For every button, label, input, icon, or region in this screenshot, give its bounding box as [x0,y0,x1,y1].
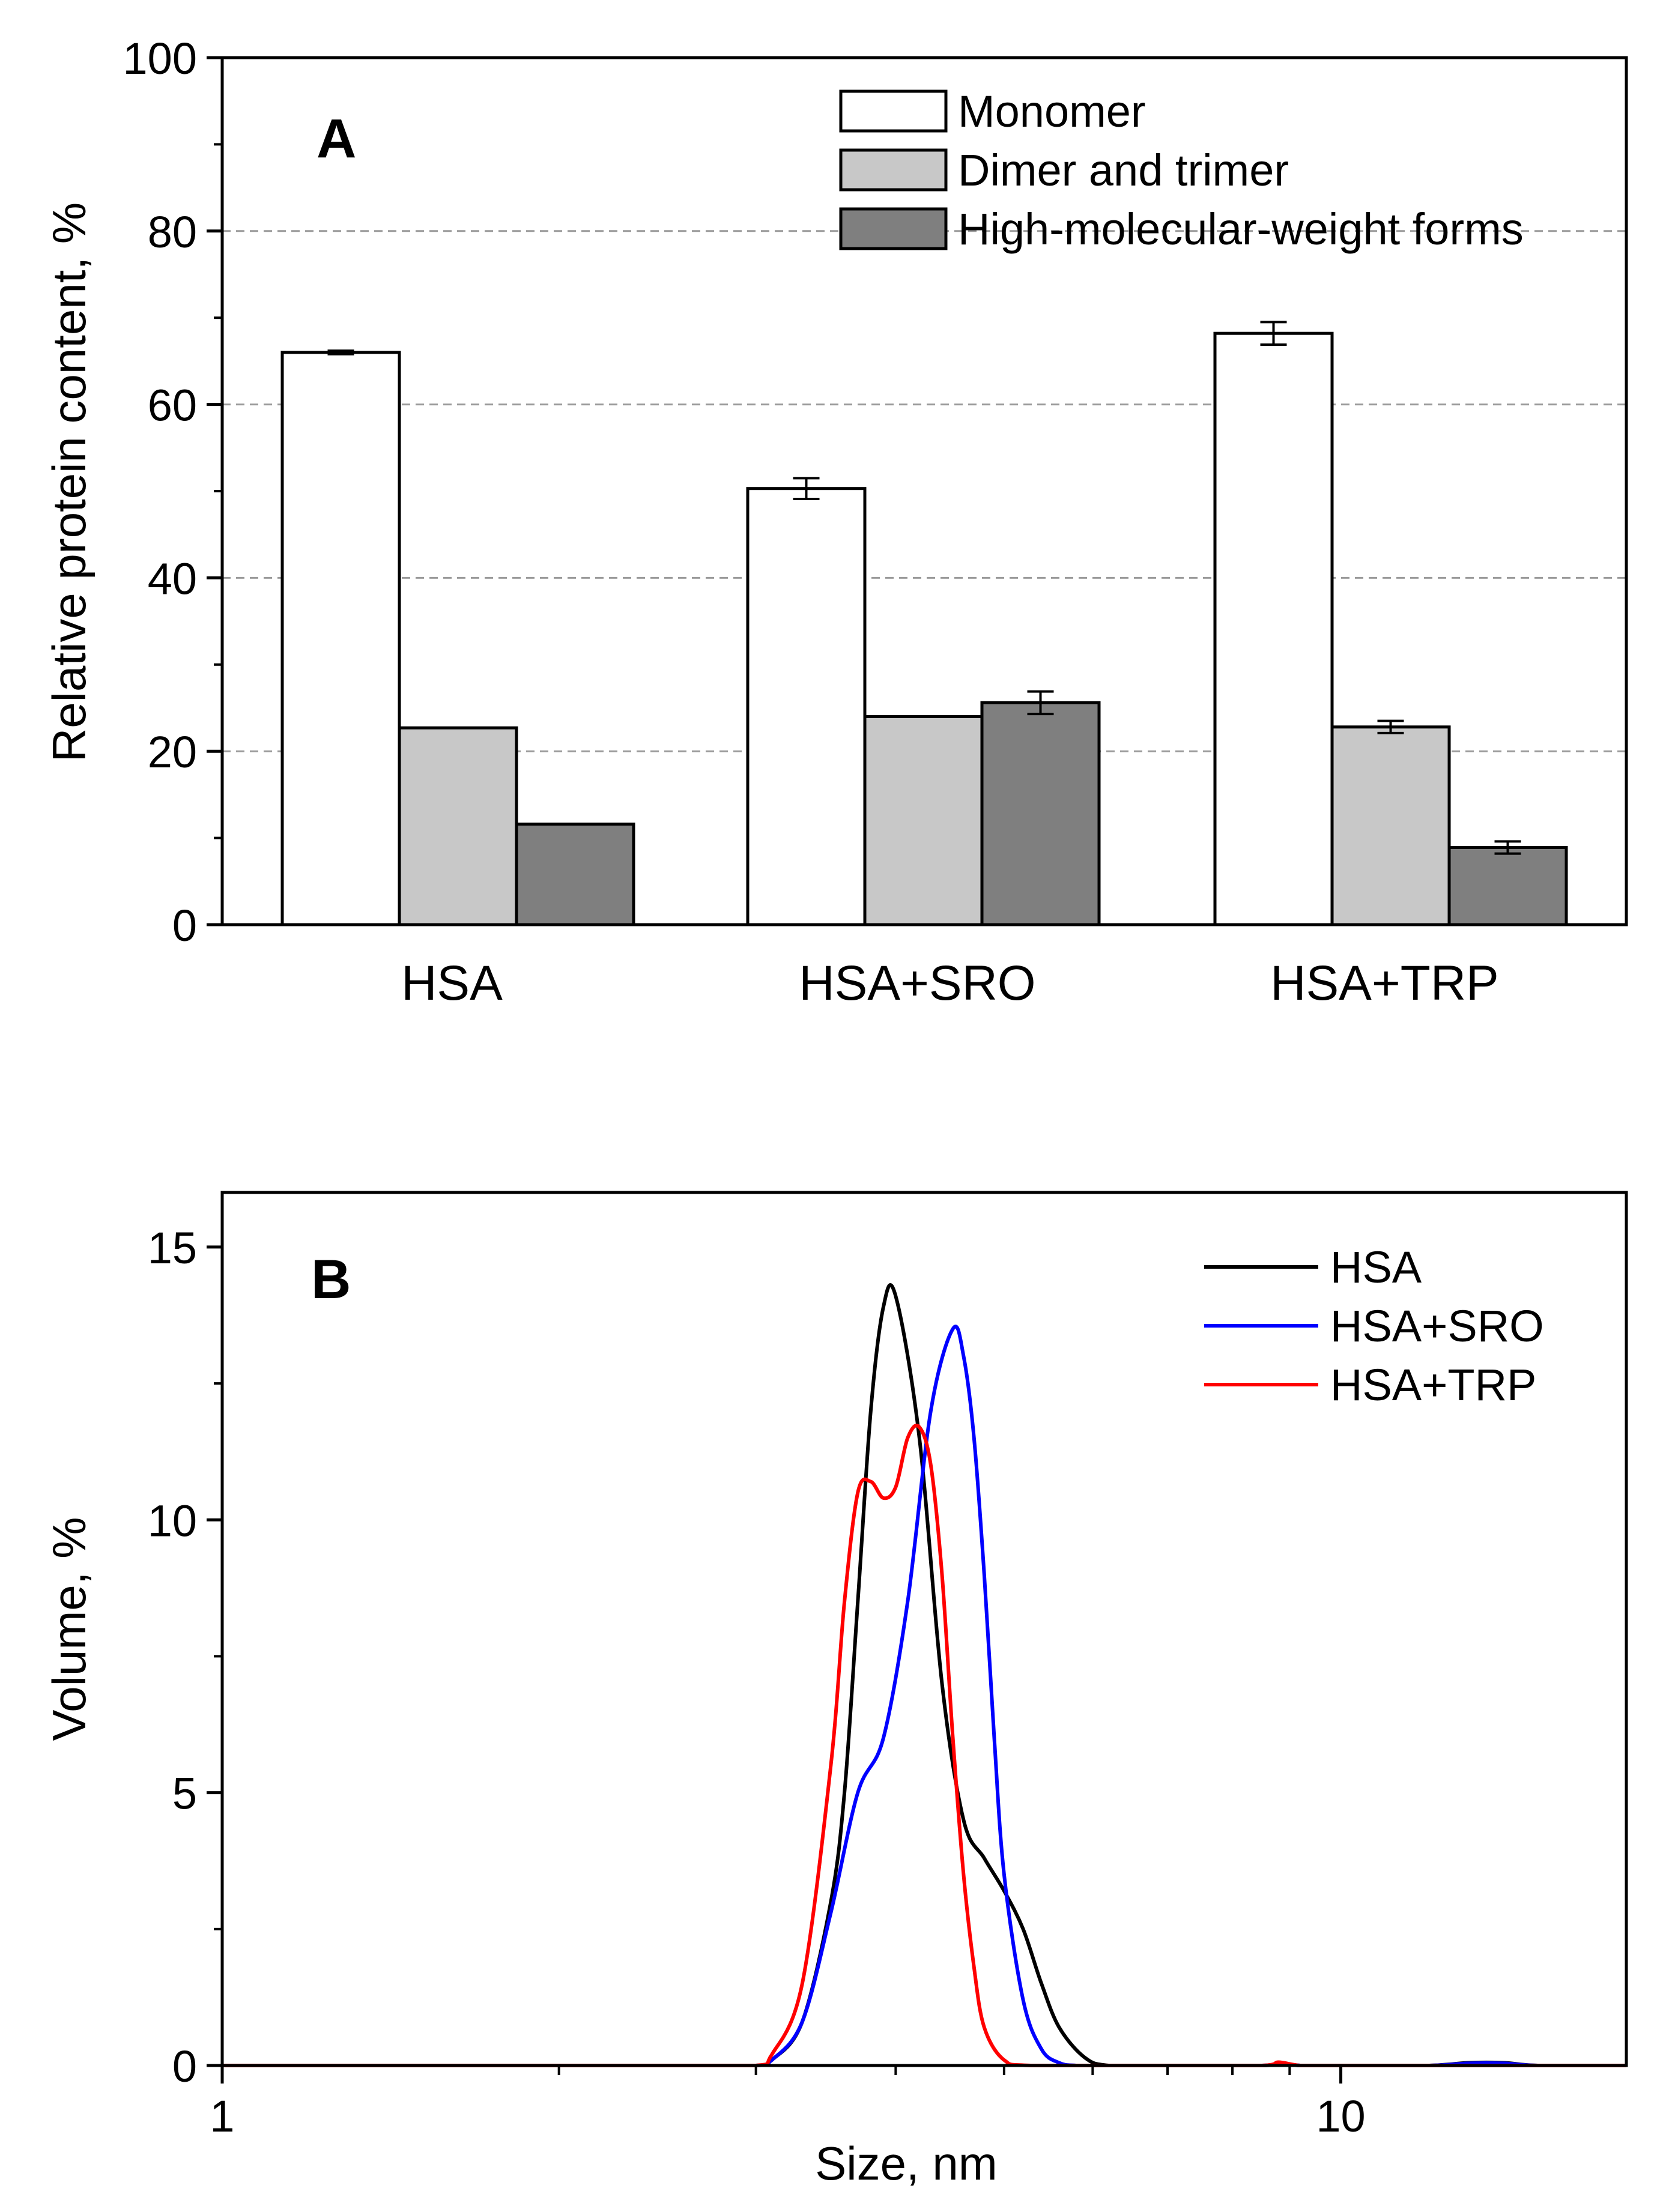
panel-b: 0 5 10 15 1 10 B Volume, % Size, nm HSA HSA+SR… [43,1191,1628,2190]
error-bar-hsa-sro-high-molecular-weight-forms [1027,690,1054,716]
a-ytick-label-0: 0 [172,901,197,950]
a-ytick-label-100: 100 [123,34,197,83]
a-category-label-hsa-sro: HSA+SRO [799,956,1035,1011]
error-bar-hsa-trp-dimer-and-trimer [1377,719,1404,734]
error-bar-hsa-trp-high-molecular-weight-forms [1494,840,1521,855]
bar-hsa-monomer [280,351,401,926]
b-plot-frame [220,1191,1628,2067]
bar-hsa-sro-dimer-and-trimer [863,715,984,926]
bar-hsa-high-molecular-weight-forms [515,822,635,926]
b-legend-label-hsa: HSA [1330,1242,1422,1292]
bar-hsa-sro-high-molecular-weight-forms [980,701,1101,926]
a-ytick-label-60: 60 [148,381,197,431]
a-gridlines [222,230,1626,752]
a-ytick-label-80: 80 [148,207,197,257]
a-bars [280,321,1568,926]
bar-hsa-dimer-and-trimer [398,726,518,926]
a-legend-swatch-monomer [839,89,948,133]
b-ytick-label-5: 5 [172,1769,197,1819]
b-ytick-label-15: 15 [148,1223,197,1273]
b-axis-ticks: 0 5 10 15 1 10 [148,1223,1366,2141]
a-legend-swatch-high-molecular-weight-forms [839,207,948,250]
b-x-axis-label: Size, nm [815,2137,997,2190]
b-ytick-label-0: 0 [172,2041,197,2091]
panel-a-label: A [317,108,356,169]
a-legend-label-dimer-and-trimer: Dimer and trimer [958,145,1289,195]
a-axis-ticks: 0 20 40 60 80 100 HSA HSA+SRO HSA+TRP [123,34,1499,1011]
error-bar-hsa-sro-monomer [793,477,820,500]
b-legend-label-hsa-trp: HSA+TRP [1330,1360,1536,1410]
a-legend-label-monomer: Monomer [958,86,1146,136]
b-y-axis-label: Volume, % [43,1517,95,1741]
b-legend-label-hsa-sro: HSA+SRO [1330,1301,1544,1351]
a-y-axis-label: Relative protein content, % [43,202,95,762]
a-legend-label-high-molecular-weight-forms: High-molecular-weight forms [958,204,1524,254]
b-ytick-label-10: 10 [148,1496,197,1546]
a-category-label-hsa: HSA [401,956,503,1011]
error-bar-hsa-trp-monomer [1260,321,1287,346]
bar-hsa-trp-monomer [1213,331,1334,926]
a-ytick-label-40: 40 [148,554,197,603]
b-xtick-label-10: 10 [1316,2091,1365,2141]
b-legend: HSA HSA+SRO HSA+TRP [1204,1242,1544,1410]
a-ytick-label-20: 20 [148,727,197,777]
b-xtick-label-1: 1 [210,2091,234,2141]
bar-hsa-trp-high-molecular-weight-forms [1447,845,1568,926]
b-series-line-hsa-trp [222,1424,1626,2068]
panel-a: 0 20 40 60 80 100 HSA HSA+SRO HSA+TRP A Relative… [43,34,1628,1011]
a-plot-frame [220,56,1628,926]
a-legend-swatch-dimer-and-trimer [839,148,948,192]
bar-hsa-trp-dimer-and-trimer [1330,725,1451,926]
panel-b-label: B [311,1249,351,1310]
a-legend: Monomer Dimer and trimer High-molecular-we… [839,86,1524,254]
a-category-label-hsa-trp: HSA+TRP [1270,956,1499,1011]
bar-hsa-sro-monomer [746,487,867,926]
error-bar-hsa-monomer [327,349,354,355]
